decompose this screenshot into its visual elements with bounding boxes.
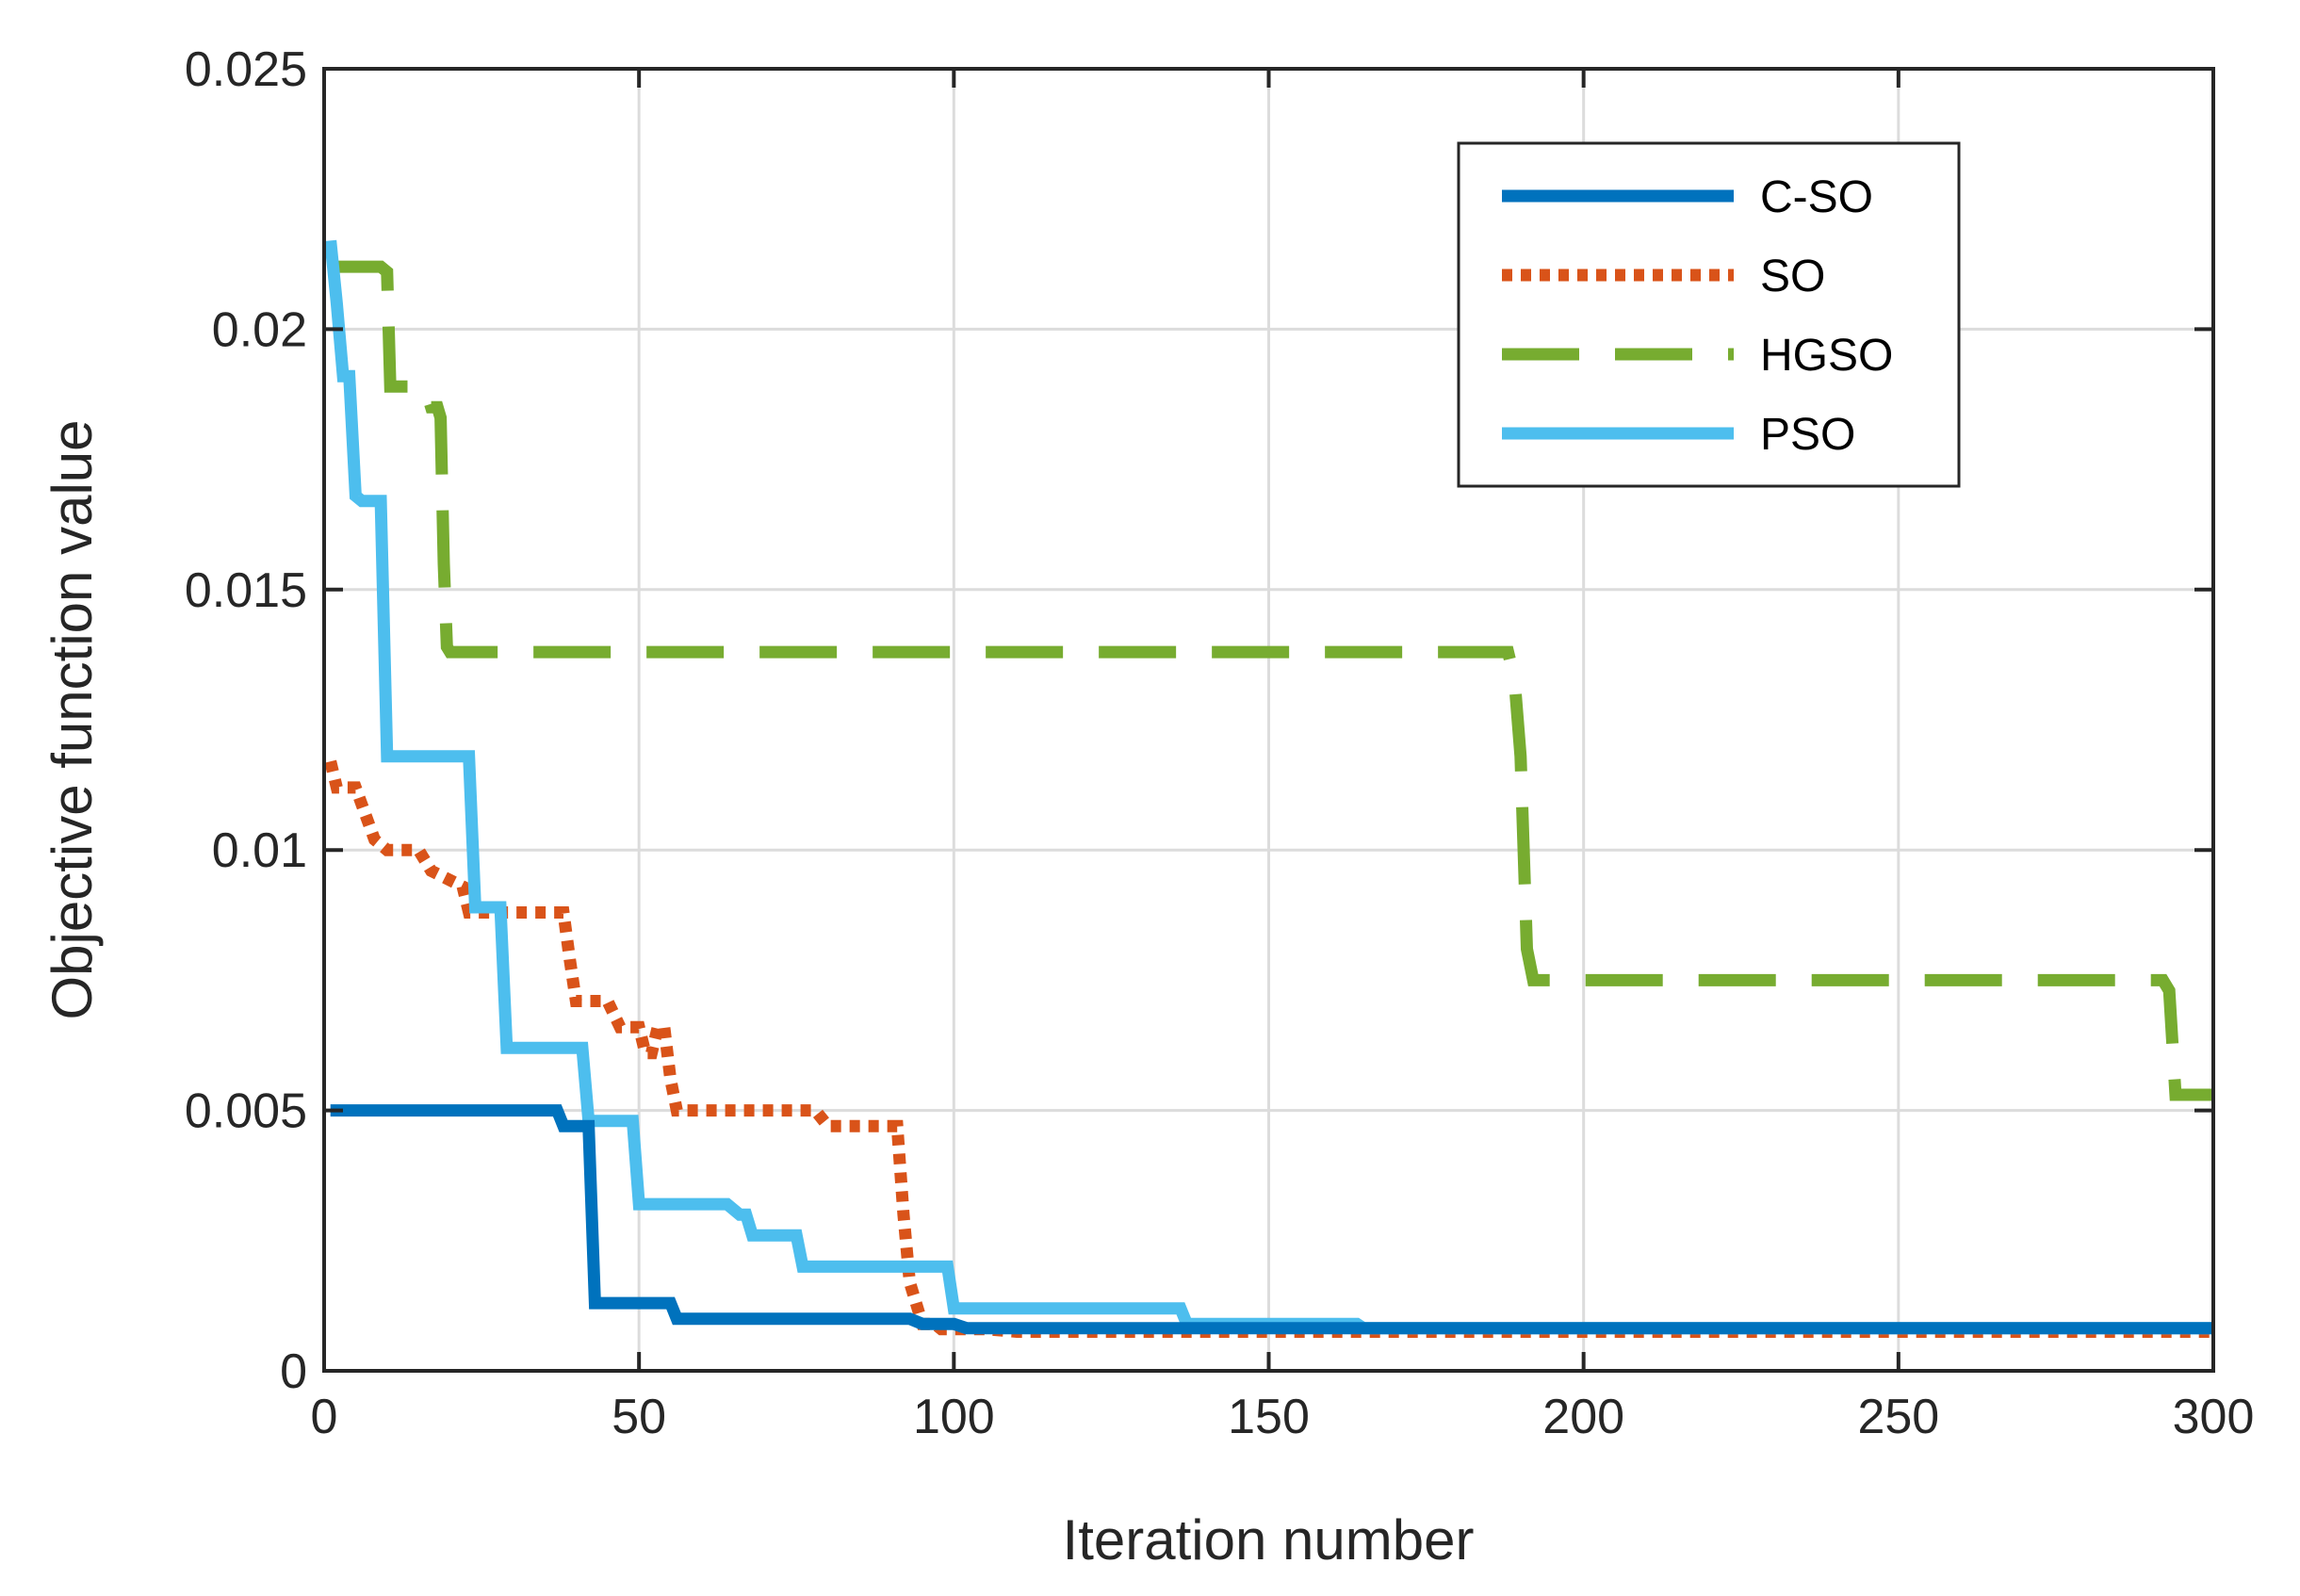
series-line-so bbox=[324, 759, 2213, 1338]
legend-label-pso: PSO bbox=[1760, 410, 1855, 460]
x-tick-label: 300 bbox=[2173, 1390, 2255, 1444]
legend-label-c-so: C-SO bbox=[1760, 172, 1873, 222]
x-tick-label: 150 bbox=[1228, 1390, 1310, 1444]
y-tick-label: 0.02 bbox=[212, 302, 307, 357]
legend-label-so: SO bbox=[1760, 252, 1825, 301]
tick-labels: 0 50 100 150 200 250 300 0 0.005 0.01 0.015 0.02 0.0… bbox=[185, 42, 2255, 1444]
x-tick-label: 200 bbox=[1542, 1390, 1624, 1444]
y-tick-label: 0.025 bbox=[185, 42, 307, 97]
series-line-hgso bbox=[330, 260, 2213, 1101]
x-tick-label: 0 bbox=[311, 1390, 338, 1444]
series-line-c-so bbox=[330, 1104, 2213, 1335]
x-axis-label: Iteration number bbox=[1063, 1508, 1475, 1572]
y-tick-label: 0 bbox=[280, 1344, 307, 1399]
x-tick-label: 50 bbox=[612, 1390, 666, 1444]
y-tick-label: 0.01 bbox=[212, 823, 307, 878]
legend-label-hgso: HGSO bbox=[1760, 331, 1893, 381]
ticks bbox=[322, 67, 2215, 1373]
x-tick-label: 250 bbox=[1857, 1390, 1939, 1444]
x-tick-label: 100 bbox=[913, 1390, 995, 1444]
legend: C-SO SO HGSO PSO bbox=[1457, 141, 1961, 488]
series-layer bbox=[324, 239, 2213, 1338]
y-tick-label: 0.005 bbox=[185, 1084, 307, 1139]
series-line-pso bbox=[324, 239, 2213, 1335]
y-axis-label: Objective function value bbox=[41, 419, 104, 1019]
y-tick-label: 0.015 bbox=[185, 563, 307, 618]
